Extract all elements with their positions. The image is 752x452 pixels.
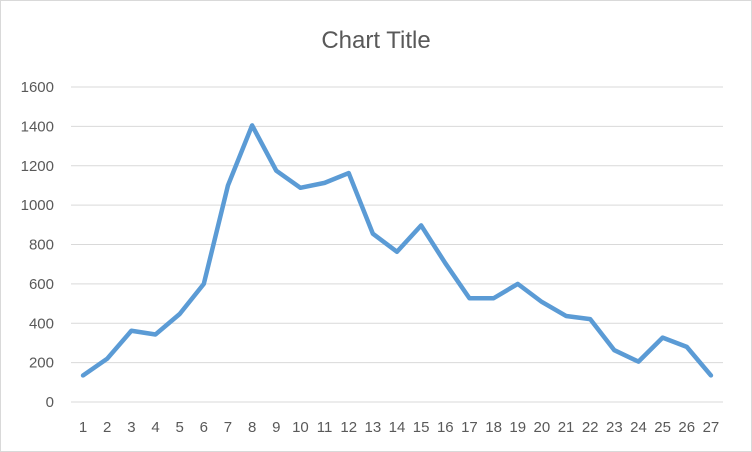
x-tick-label: 16 [437,419,454,436]
y-tick-label: 1200 [21,158,54,175]
x-tick-label: 11 [317,419,333,436]
y-axis-tick-labels: 0 200 400 600 800 1000 1200 1400 1600 [21,79,54,411]
y-tick-label: 600 [29,276,54,293]
y-tick-label: 800 [29,237,54,254]
x-tick-label: 13 [365,419,382,436]
y-tick-label: 1000 [21,197,54,214]
x-tick-label: 10 [292,419,309,436]
x-tick-label: 17 [461,419,478,436]
x-tick-label: 27 [703,419,720,436]
x-tick-label: 7 [224,419,232,436]
gridlines [71,86,723,403]
x-tick-label: 20 [534,419,551,436]
x-tick-label: 19 [509,419,526,436]
y-tick-label: 200 [29,355,54,372]
x-tick-label: 1 [79,419,87,436]
x-axis-tick-labels: 1 2 3 4 5 6 7 8 9 10 11 12 13 14 15 16 17 18 19 20 21 22 23 24 2… [79,419,719,436]
x-tick-label: 22 [582,419,599,436]
x-tick-label: 6 [200,419,208,436]
x-tick-label: 2 [103,419,111,436]
x-tick-label: 25 [654,419,671,436]
y-tick-label: 0 [46,394,54,411]
x-tick-label: 23 [606,419,623,436]
x-tick-label: 8 [248,419,256,436]
x-tick-label: 24 [630,419,647,436]
y-tick-label: 400 [29,315,54,332]
x-tick-label: 4 [151,419,159,436]
x-tick-label: 5 [175,419,183,436]
chart-title: Chart Title [321,27,430,54]
x-tick-label: 15 [413,419,430,436]
y-tick-label: 1600 [21,79,54,96]
y-tick-label: 1400 [21,118,54,135]
x-tick-label: 14 [389,419,406,436]
x-tick-label: 26 [678,419,695,436]
series-line [80,123,714,378]
x-tick-label: 18 [485,419,502,436]
x-tick-label: 12 [340,419,357,436]
x-tick-label: 3 [127,419,135,436]
x-tick-label: 9 [272,419,280,436]
series-layer [80,123,714,378]
x-tick-label: 21 [558,419,575,436]
